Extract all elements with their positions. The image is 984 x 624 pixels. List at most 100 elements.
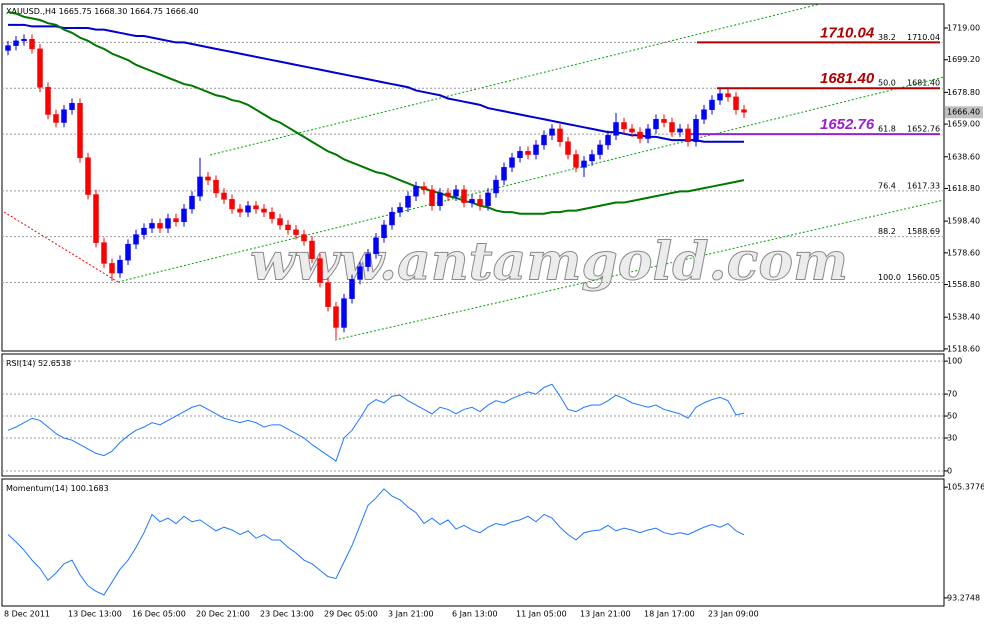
ohlc: 1666.40 xyxy=(166,7,199,16)
candle-body xyxy=(589,154,595,162)
y-tick-label: 1518.60 xyxy=(947,344,980,353)
fib-level-label: 50.0 xyxy=(878,79,896,88)
candle-body xyxy=(605,135,611,146)
x-tick-label: 8 Dec 2011 xyxy=(4,610,50,619)
candle-body xyxy=(405,195,411,208)
rsi-panel xyxy=(1,353,945,477)
indicator-title: RSI(14) 52.6538 xyxy=(6,359,71,368)
fib-price-label: 1710.04 xyxy=(907,33,940,42)
candle-body xyxy=(53,114,59,123)
candle-body xyxy=(365,253,371,267)
y-tick-label: 1558.80 xyxy=(947,280,980,289)
candle-body xyxy=(621,122,627,130)
candle-body xyxy=(557,128,563,142)
x-tick-label: 13 Dec 13:00 xyxy=(68,610,122,619)
candle-body xyxy=(333,306,339,328)
candle-body xyxy=(237,208,243,213)
candle-body xyxy=(325,282,331,307)
name: RSI(14) xyxy=(6,359,35,368)
fib-level-label: 100.0 xyxy=(878,273,901,282)
candle-body xyxy=(373,237,379,255)
candle-body xyxy=(645,128,651,139)
candle-body xyxy=(253,205,259,210)
y-tick-label: 1618.80 xyxy=(947,184,980,193)
candle-body xyxy=(149,223,155,229)
candle-body xyxy=(5,45,11,51)
indicator-line xyxy=(7,383,745,462)
y-tick-label: 1578.60 xyxy=(947,248,980,257)
candle-body xyxy=(445,192,451,197)
y-tick-label: 1719.00 xyxy=(947,24,980,33)
candle-body xyxy=(165,218,171,229)
last-value: 52.6538 xyxy=(38,359,71,368)
fib-level-label: 76.4 xyxy=(878,181,896,190)
y-tick-label: 1538.40 xyxy=(947,313,980,322)
y-tick-label: 1638.60 xyxy=(947,152,980,161)
candle-body xyxy=(461,189,467,203)
plot-area xyxy=(2,11,944,339)
y-tick-label: 30 xyxy=(947,434,957,443)
candle-body xyxy=(77,103,83,158)
candle-body xyxy=(357,266,363,280)
candle-body xyxy=(309,240,315,259)
plot-area xyxy=(7,383,745,462)
y-tick-label: 1598.40 xyxy=(947,217,980,226)
candle-body xyxy=(197,176,203,197)
current-price-label: 1666.40 xyxy=(947,108,980,117)
candle-body xyxy=(341,298,347,328)
candle-body xyxy=(13,40,19,46)
watermark: www.antamgold.com xyxy=(250,232,848,293)
candle-body xyxy=(709,99,715,110)
x-tick-label: 20 Dec 21:00 xyxy=(196,610,250,619)
main-panel xyxy=(1,3,945,352)
fib-level-label: 61.8 xyxy=(878,125,896,134)
x-tick-label: 6 Jan 13:00 xyxy=(452,610,498,619)
candle-body xyxy=(389,211,395,226)
x-tick-label: 18 Jan 17:00 xyxy=(644,610,695,619)
candle-body xyxy=(573,154,579,168)
candle-body xyxy=(293,229,299,235)
candle-body xyxy=(101,242,107,264)
current-price-box xyxy=(945,106,983,119)
ohlc: 1664.75 xyxy=(130,7,163,16)
candle-body xyxy=(349,279,355,299)
candle-body xyxy=(549,128,555,136)
candle-body xyxy=(685,128,691,142)
candle-body xyxy=(469,199,475,203)
candle-body xyxy=(421,186,427,190)
y-tick-label: 105.3776 xyxy=(947,483,984,492)
candle-body xyxy=(525,151,531,155)
momentum-panel xyxy=(1,478,945,607)
candle-body xyxy=(517,151,523,158)
candle-body xyxy=(693,119,699,142)
candle-body xyxy=(229,199,235,210)
candle-body xyxy=(453,189,459,197)
candle-body xyxy=(661,119,667,123)
candle-body xyxy=(701,109,707,120)
candle-body xyxy=(301,234,307,242)
candle-body xyxy=(69,103,75,110)
candle-body xyxy=(717,93,723,101)
level-label: 1681.40 xyxy=(820,70,875,87)
level-label: 1652.76 xyxy=(820,116,875,133)
candle-body xyxy=(277,218,283,226)
moving-average xyxy=(8,23,744,143)
candle-body xyxy=(533,144,539,155)
candle-body xyxy=(45,87,51,115)
candle-body xyxy=(669,122,675,133)
candle-body xyxy=(597,144,603,155)
candle-body xyxy=(37,48,43,88)
fib-price-label: 1681.40 xyxy=(907,79,940,88)
candle-body xyxy=(477,199,483,207)
chart-title: XAUUSD.,H4 1665.75 1668.30 1664.75 1666.… xyxy=(6,7,199,16)
candle-body xyxy=(141,227,147,235)
candle-body xyxy=(245,205,251,213)
candle-body xyxy=(397,207,403,213)
candle-body xyxy=(653,119,659,130)
y-tick-label: 50 xyxy=(947,412,957,421)
fib-price-label: 1588.69 xyxy=(907,227,940,236)
candle-body xyxy=(509,157,515,168)
candle-body xyxy=(581,160,587,168)
x-tick-label: 29 Dec 05:00 xyxy=(324,610,378,619)
fib-level-label: 88.2 xyxy=(878,227,896,236)
